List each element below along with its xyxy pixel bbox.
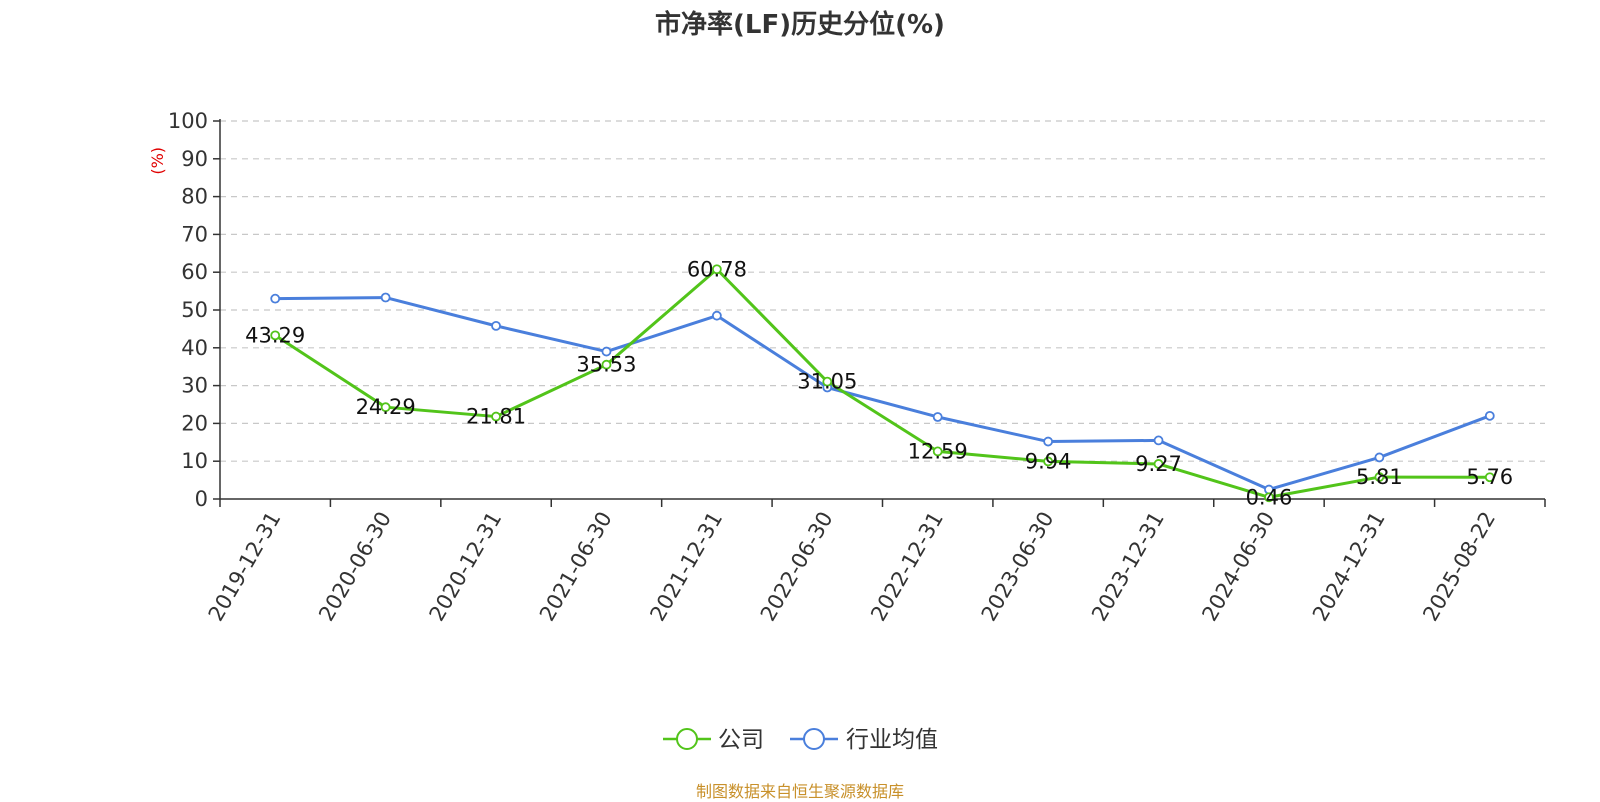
legend-marker — [803, 728, 825, 750]
y-tick-label: 90 — [181, 147, 208, 171]
series-point-0 — [380, 402, 391, 413]
y-axis-title: (%) — [148, 147, 167, 175]
data-label: 35.53 — [576, 353, 636, 377]
y-tick-label: 100 — [168, 109, 208, 133]
series-point-0 — [932, 446, 943, 457]
series-point-1 — [380, 292, 391, 303]
x-tick-label: 2022-06-30 — [756, 508, 838, 626]
y-tick-label: 10 — [181, 449, 208, 473]
y-tick-label: 40 — [181, 336, 208, 360]
source-footer: 制图数据来自恒生聚源数据库 — [695, 782, 904, 801]
series-point-0 — [711, 264, 722, 275]
legend-marker — [676, 728, 698, 750]
series-point-0 — [822, 376, 833, 387]
x-tick-label: 2020-12-31 — [425, 507, 507, 625]
series-point-0 — [1043, 456, 1054, 467]
x-tick-label: 2021-06-30 — [535, 508, 617, 626]
x-tick-label: 2020-06-30 — [314, 508, 396, 626]
data-label: 9.27 — [1135, 452, 1182, 476]
data-label: 5.76 — [1466, 465, 1513, 489]
series-point-0 — [1374, 472, 1385, 482]
series-point-0 — [1264, 492, 1274, 503]
series-point-1 — [1043, 436, 1054, 447]
y-tick-label: 80 — [181, 185, 208, 209]
y-tick-label: 0 — [195, 487, 208, 511]
data-label: 21.81 — [466, 405, 526, 429]
series-point-1 — [491, 320, 501, 331]
data-label: 31.05 — [797, 370, 857, 394]
series-line-0 — [274, 267, 1490, 499]
series-point-0 — [270, 330, 281, 341]
x-tick-label: 2021-12-31 — [645, 508, 727, 626]
y-tick-label: 70 — [181, 222, 208, 246]
data-label: 60.78 — [687, 257, 747, 281]
x-tick-label: 2024-06-30 — [1197, 508, 1279, 626]
data-label: 0.46 — [1246, 485, 1293, 509]
y-tick-label: 50 — [181, 298, 208, 322]
series-point-0 — [491, 411, 501, 422]
x-tick-label: 2023-06-30 — [977, 508, 1059, 626]
series-point-0 — [601, 359, 612, 370]
y-tick-label: 30 — [181, 374, 208, 398]
data-label: 24.29 — [356, 395, 416, 419]
y-tick-label: 20 — [181, 411, 208, 435]
series-point-0 — [1153, 459, 1164, 469]
series-point-0 — [1484, 472, 1495, 483]
x-tick-label: 2025-08-22 — [1418, 508, 1500, 626]
y-tick-label: 60 — [181, 260, 208, 284]
x-tick-label: 2023-12-31 — [1087, 508, 1169, 626]
series-point-1 — [601, 346, 612, 357]
series-point-1 — [1484, 410, 1495, 421]
legend-label: 行业均值 — [846, 727, 938, 753]
series-line-1 — [275, 296, 1491, 492]
series-point-1 — [270, 293, 281, 304]
x-tick-label: 2024-12-31 — [1308, 508, 1390, 626]
data-label: 43.29 — [245, 323, 305, 347]
legend-label: 公司 — [718, 727, 764, 753]
series-point-1 — [711, 310, 722, 321]
series-point-1 — [1153, 435, 1164, 446]
series-point-1 — [1374, 452, 1385, 463]
x-tick-label: 2019-12-31 — [204, 508, 286, 626]
series-point-1 — [932, 412, 943, 422]
data-label: 9.94 — [1025, 449, 1072, 473]
data-label: 12.59 — [908, 439, 968, 463]
data-label: 5.81 — [1356, 465, 1403, 489]
chart-title: 市净率(LF)历史分位(%) — [655, 10, 945, 40]
x-tick-label: 2022-12-31 — [866, 507, 948, 625]
